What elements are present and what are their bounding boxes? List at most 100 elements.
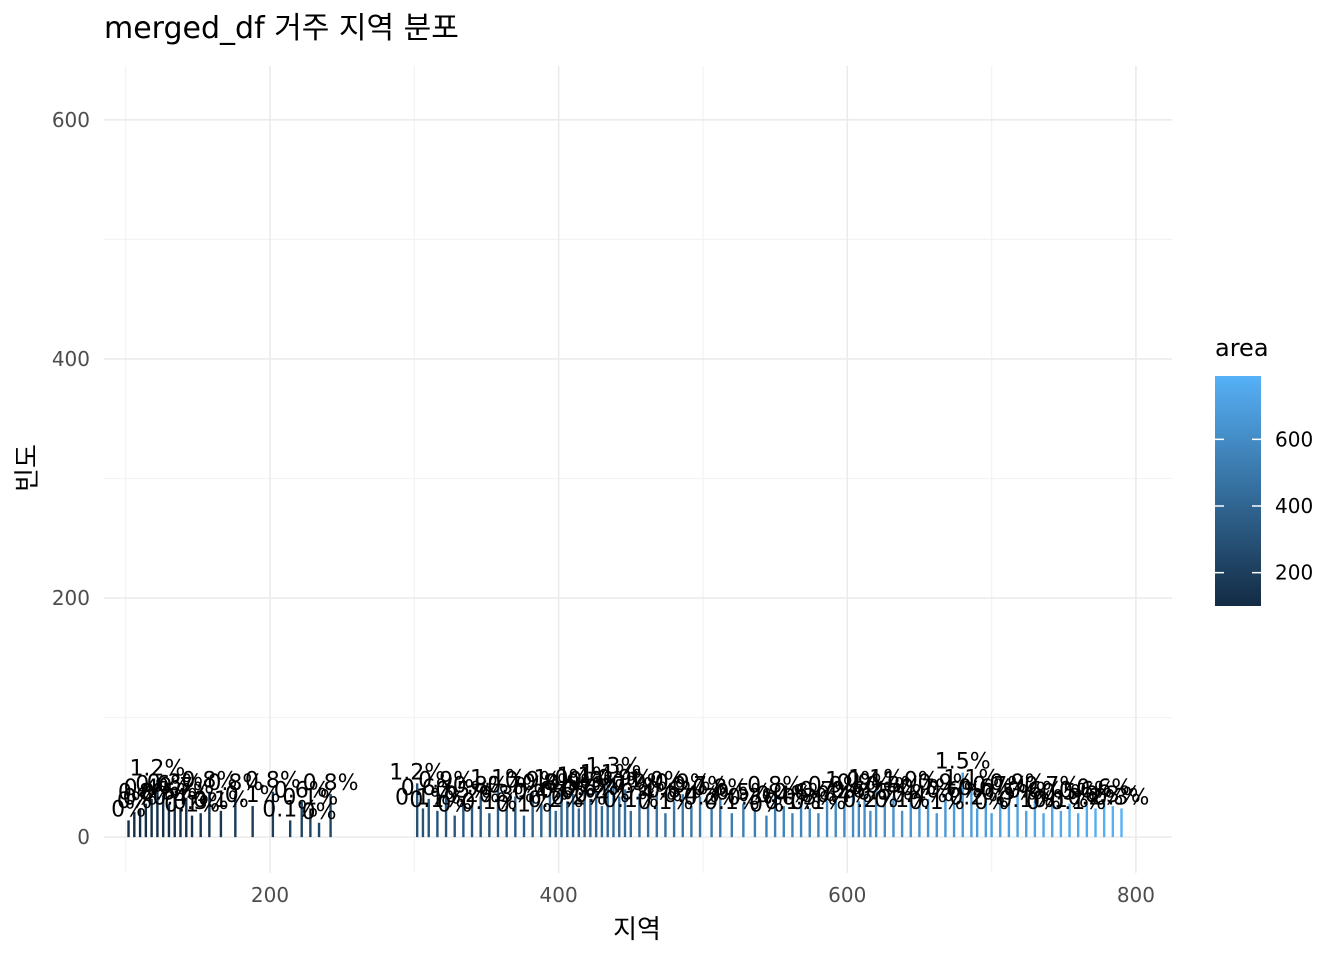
percent-label: 0.3% — [1094, 785, 1150, 810]
bar — [834, 796, 837, 838]
bar — [329, 794, 332, 838]
bar — [799, 803, 803, 838]
bar — [623, 789, 627, 838]
percent-label: 0.6% — [831, 778, 887, 803]
percent-label: 0.6% — [1059, 778, 1115, 803]
bar — [851, 791, 855, 838]
fill-legend: area 200 400 600 — [1215, 334, 1313, 606]
bar — [251, 806, 254, 838]
percent-label: 0.4% — [124, 776, 180, 801]
percent-label: 0.8% — [747, 773, 803, 798]
bar — [300, 801, 303, 838]
bar — [1076, 813, 1080, 838]
bar — [791, 813, 794, 838]
percent-label: 1.2% — [389, 760, 445, 785]
percent-label: 0.4% — [153, 785, 209, 810]
percent-label: 0.6% — [135, 772, 191, 797]
bar — [869, 810, 872, 838]
bar — [664, 813, 667, 838]
percent-label: 0.8% — [181, 769, 237, 794]
percent-label: 0.3% — [479, 783, 535, 808]
percent-label: 1.0% — [534, 766, 590, 791]
percent-label: 0.7% — [799, 778, 855, 803]
percent-label: 0.6% — [1007, 778, 1063, 803]
bar — [935, 813, 938, 838]
percent-label: 1.2% — [129, 757, 185, 782]
percent-label: 0.7% — [972, 773, 1028, 798]
bar — [594, 791, 598, 838]
bar — [571, 794, 575, 838]
legend-title: area — [1215, 334, 1269, 362]
percent-label: 0.7% — [591, 773, 647, 798]
bar — [1068, 803, 1071, 838]
percent-label: 0.1% — [790, 790, 846, 815]
percent-label: 0.4% — [513, 781, 569, 806]
axis-ticks: 200 400 600 800 0 200 400 600 — [52, 108, 1155, 907]
bar — [984, 798, 988, 838]
percent-label: 0.9% — [917, 771, 973, 796]
bar — [583, 786, 586, 838]
percent-label: 0.8% — [207, 771, 263, 796]
percent-label: 0.5% — [981, 781, 1037, 806]
percent-label: 0.5% — [857, 781, 913, 806]
bar — [577, 808, 581, 838]
percent-label: 0.8% — [245, 769, 301, 794]
percent-label: 0.8% — [303, 771, 359, 796]
y-axis-title: 빈도 — [13, 444, 43, 492]
bar — [127, 820, 130, 838]
bar — [606, 784, 609, 838]
bar — [900, 810, 904, 838]
bar — [288, 820, 292, 838]
bar — [531, 791, 534, 838]
percent-label: 0.5% — [435, 778, 491, 803]
bar — [874, 789, 878, 838]
bar — [185, 797, 188, 838]
percent-label: 0.7% — [1024, 773, 1080, 798]
bar — [990, 813, 993, 838]
legend-ticks: 200 400 600 — [1215, 427, 1313, 585]
percent-label: 0.2% — [444, 783, 500, 808]
percent-label: 0% — [1026, 790, 1061, 815]
percent-label: 0.2% — [684, 785, 740, 810]
bar — [698, 796, 702, 838]
bar — [999, 796, 1002, 838]
percent-label: 0.9% — [808, 773, 864, 798]
bar — [167, 803, 171, 838]
percent-label: 1.0% — [825, 769, 881, 794]
percent-label: 0.6% — [646, 778, 702, 803]
percent-label: 1.1% — [470, 766, 526, 791]
bar — [892, 796, 895, 838]
percent-label: 0.2% — [842, 788, 898, 813]
bar — [1051, 796, 1054, 838]
percent-label: 0.1% — [909, 790, 965, 815]
bar — [883, 803, 886, 838]
bar — [618, 796, 621, 838]
x-axis-title: 지역 — [613, 915, 661, 945]
bar — [179, 808, 182, 838]
percent-label: 0.1% — [164, 793, 220, 818]
bar — [646, 803, 650, 838]
percent-label: 1.0% — [883, 769, 939, 794]
percent-label: 0.1% — [395, 785, 451, 810]
bar — [612, 777, 615, 838]
percent-label: 0.7% — [900, 776, 956, 801]
percent-label: 0.3% — [727, 785, 783, 810]
x-tick-label: 200 — [251, 883, 289, 907]
percent-label: 0.4% — [574, 783, 630, 808]
legend-tick-label: 600 — [1275, 427, 1313, 451]
percent-label: 0.8% — [522, 771, 578, 796]
bar — [970, 789, 973, 838]
percent-label: 0.4% — [620, 781, 676, 806]
bar — [144, 803, 148, 838]
percent-label: 0.5% — [715, 781, 771, 806]
bar — [150, 798, 153, 838]
y-tick-label: 200 — [52, 586, 90, 610]
y-tick-label: 400 — [52, 347, 90, 371]
bar — [309, 808, 312, 838]
bar — [629, 810, 632, 838]
x-tick-label: 600 — [828, 883, 866, 907]
percent-label: 0% — [123, 785, 158, 810]
percent-label: 0.2% — [949, 785, 1005, 810]
bar — [863, 794, 866, 838]
